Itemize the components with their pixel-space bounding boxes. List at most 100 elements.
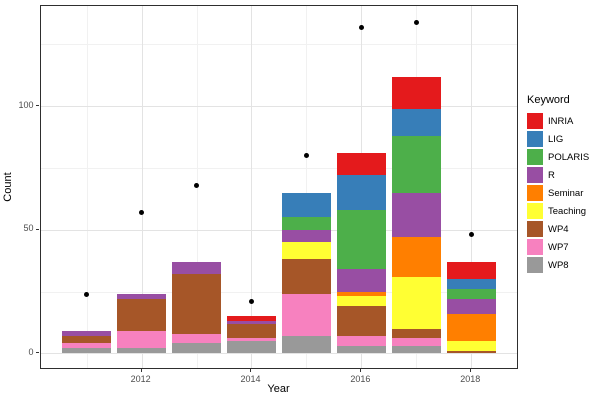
bar-segment: [61, 343, 112, 349]
x-tick-mark: [250, 369, 252, 372]
bar-segment: [446, 350, 496, 354]
bar-segment: [171, 343, 222, 354]
gridline-major-h: [40, 106, 517, 108]
gridline-minor-v: [86, 5, 88, 368]
bar-segment: [391, 135, 442, 193]
y-tick-mark: [36, 352, 39, 354]
legend-item-label: WP8: [548, 259, 569, 271]
plot-panel: [39, 4, 518, 369]
x-tick-mark: [470, 369, 472, 372]
legend-item-label: LIG: [548, 133, 564, 145]
legend-item: Teaching: [527, 203, 589, 219]
y-tick-mark: [36, 228, 39, 230]
bar-segment: [391, 276, 442, 329]
bar-segment: [446, 340, 496, 351]
legend-item-label: INRIA: [548, 115, 574, 127]
bar-segment: [391, 237, 442, 277]
bar-segment: [116, 348, 167, 354]
legend-key-swatch: [527, 131, 543, 147]
point-dot: [468, 232, 474, 238]
bar-segment: [446, 279, 496, 290]
legend-title: Keyword: [527, 94, 570, 106]
gridline-major-v: [251, 5, 253, 368]
x-tick-label: 2014: [240, 374, 261, 384]
bar-segment: [391, 328, 442, 339]
bar-segment: [116, 298, 167, 332]
gridline-major-h: [40, 229, 517, 231]
bar-segment: [281, 294, 332, 336]
bar-segment: [281, 217, 332, 230]
legend-key-swatch: [527, 113, 543, 129]
bar-segment: [336, 153, 387, 176]
bar-segment: [336, 306, 387, 336]
legend-item: WP4: [527, 221, 589, 237]
bar-segment: [61, 336, 112, 344]
bar-segment: [116, 294, 167, 299]
x-tick-label: 2018: [460, 374, 481, 384]
point-dot: [194, 182, 200, 188]
gridline-minor-h: [40, 44, 517, 46]
legend-item-label: Seminar: [548, 187, 584, 199]
x-axis-title: Year: [267, 383, 290, 395]
legend-item: POLARIS: [527, 149, 589, 165]
gridline-minor-v: [306, 5, 308, 368]
bar-segment: [391, 192, 442, 238]
legend-item-label: R: [548, 169, 555, 181]
legend-key-swatch: [527, 257, 543, 273]
bar-segment: [446, 261, 496, 280]
point-dot: [139, 209, 145, 215]
legend-key-swatch: [527, 239, 543, 255]
y-axis-title: Count: [2, 172, 14, 202]
legend-key-swatch: [527, 167, 543, 183]
y-tick-label: 100: [18, 99, 34, 110]
bar-segment: [116, 331, 167, 349]
bar-segment: [226, 338, 277, 341]
bar-segment: [226, 323, 277, 339]
bar-segment: [336, 296, 387, 307]
bar-segment: [171, 261, 222, 275]
legend-item-label: POLARIS: [548, 151, 590, 163]
legend-item: LIG: [527, 131, 589, 147]
point-dot: [413, 19, 419, 25]
bar-segment: [336, 209, 387, 270]
y-tick-label: 50: [23, 223, 34, 234]
bar-segment: [281, 242, 332, 260]
legend-item-label: WP7: [548, 241, 569, 253]
legend: Keyword INRIA LIG POLARIS R Seminar Teaching W…: [527, 94, 589, 275]
bar-segment: [446, 289, 496, 299]
legend-item: INRIA: [527, 113, 589, 129]
point-dot: [303, 153, 309, 159]
legend-key-swatch: [527, 221, 543, 237]
bar-segment: [336, 291, 387, 297]
bar-segment: [281, 192, 332, 218]
legend-key-swatch: [527, 203, 543, 219]
gridline-minor-h: [40, 167, 517, 169]
legend-key-swatch: [527, 185, 543, 201]
gridline-major-v: [141, 5, 143, 368]
bar-segment: [61, 348, 112, 354]
bar-segment: [226, 340, 277, 354]
legend-item: WP8: [527, 257, 589, 273]
bar-segment: [336, 345, 387, 354]
bar-segment: [281, 259, 332, 294]
y-tick-label: 0: [28, 346, 34, 357]
legend-item: R: [527, 167, 589, 183]
bar-segment: [446, 298, 496, 314]
bar-segment: [336, 269, 387, 292]
bar-segment: [281, 229, 332, 243]
gridline-major-h: [40, 353, 517, 355]
x-tick-mark: [140, 369, 142, 372]
bar-segment: [391, 108, 442, 136]
y-tick-mark: [36, 105, 39, 107]
legend-item-label: WP4: [548, 223, 569, 235]
point-dot: [84, 291, 90, 297]
legend-item-label: Teaching: [548, 205, 587, 217]
bar-segment: [171, 274, 222, 334]
bar-segment: [391, 345, 442, 354]
point-dot: [248, 298, 254, 304]
gridline-major-v: [471, 5, 473, 368]
legend-item: WP7: [527, 239, 589, 255]
legend-item: Seminar: [527, 185, 589, 201]
x-tick-mark: [360, 369, 362, 372]
bar-segment: [336, 336, 387, 346]
